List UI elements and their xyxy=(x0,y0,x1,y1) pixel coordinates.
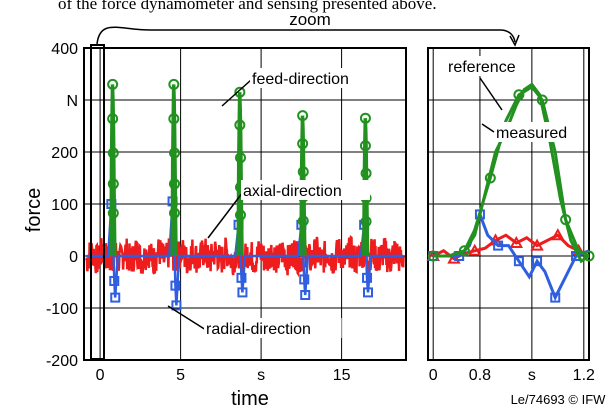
feed-direction-label: feed-direction xyxy=(252,71,349,88)
zoom-reference-series xyxy=(433,85,590,258)
radial-direction-leader xyxy=(167,305,207,331)
main-x-tick-label: 5 xyxy=(176,367,185,384)
feed-direction-marker xyxy=(107,78,119,90)
radial-direction-label: radial-direction xyxy=(206,321,311,338)
feed-direction-label-bg xyxy=(250,68,371,88)
zoom-measured-series xyxy=(433,82,590,264)
feed-direction-leader xyxy=(221,79,252,107)
main-y-tick-label: -100 xyxy=(46,301,78,318)
zoom-x-tick-label: 1.2 xyxy=(573,367,595,384)
zoom-label: zoom xyxy=(289,10,331,29)
main-y-axis-label: force xyxy=(23,188,45,232)
measured-leader xyxy=(481,123,495,133)
reference-leader xyxy=(479,77,503,111)
feed-direction-pulse xyxy=(109,84,117,257)
axial-direction-label-bg xyxy=(241,180,370,200)
feed-direction-marker xyxy=(360,167,372,179)
feed-direction-marker xyxy=(107,147,119,159)
feed-direction-marker xyxy=(234,209,246,221)
main-plot-frame xyxy=(83,47,407,361)
feed-direction-marker xyxy=(360,216,372,228)
main-y-tick-label: -200 xyxy=(46,353,78,370)
main-y-tick-label: 200 xyxy=(51,145,78,162)
feed-direction-marker xyxy=(234,119,246,131)
radial-direction-label-bg xyxy=(204,318,342,338)
measured-label-bg xyxy=(494,122,563,142)
main-chart: -200 -100 0 100 200 N 400 0 5 s 15 time force feed-di… xyxy=(23,41,407,410)
zoom-x-tick-label: 0 xyxy=(429,367,438,384)
zoom-axial-marker xyxy=(551,228,565,241)
feed-direction-marker xyxy=(234,152,246,164)
zoom-axial-marker xyxy=(447,251,461,264)
feed-direction-marker xyxy=(359,140,371,152)
main-y-tick-label: N xyxy=(66,93,78,110)
feed-direction-marker xyxy=(297,138,309,150)
reference-label-bg xyxy=(446,56,524,76)
feed-direction-marker xyxy=(168,78,180,90)
zoom-radial-marker xyxy=(532,256,543,267)
feed-direction-marker xyxy=(297,110,309,122)
zoom-arrow-head xyxy=(509,34,520,47)
main-x-tick-label: 0 xyxy=(96,367,105,384)
overlay xyxy=(96,26,520,47)
main-y-tick-label: 0 xyxy=(69,249,78,266)
feed-direction-marker xyxy=(168,178,180,190)
zoom-window-marker xyxy=(90,44,105,360)
main-x-tick-label: s xyxy=(257,367,265,384)
zoom-chart: 0 0.8 s 1.2 reference measured xyxy=(426,47,595,384)
feed-direction-marker xyxy=(107,207,119,219)
feed-direction-marker xyxy=(297,166,309,178)
feed-direction-marker xyxy=(359,112,371,124)
feed-direction-marker xyxy=(107,113,119,125)
feed-direction-marker xyxy=(297,215,309,227)
zoom-axial-marker xyxy=(530,238,544,251)
main-y-tick-label: 400 xyxy=(51,41,78,58)
zoom-arrow-line xyxy=(96,26,516,45)
feed-direction-marker xyxy=(168,113,180,125)
feed-direction-marker xyxy=(234,86,246,98)
reference-label: reference xyxy=(448,59,516,76)
zoom-x-tick-label: 0.8 xyxy=(469,367,491,384)
feed-direction-pulse xyxy=(170,84,178,257)
zoom-radial-marker xyxy=(493,240,504,251)
footer-label: Le/74693 © IFW xyxy=(511,392,607,407)
caption-fragment: of the force dynamometer and sensing pre… xyxy=(58,0,437,13)
zoom-plot-frame xyxy=(427,47,590,361)
measured-label: measured xyxy=(496,125,567,142)
zoom-reference-marker xyxy=(583,250,595,262)
feed-direction-marker xyxy=(168,147,180,159)
zoom-x-tick-label: s xyxy=(528,367,536,384)
main-x-axis-label: time xyxy=(231,388,269,410)
feed-direction-pulse xyxy=(236,92,244,257)
main-y-tick-label: 100 xyxy=(51,197,78,214)
zoom-axial-marker xyxy=(468,243,482,256)
zoom-radial-marker xyxy=(550,292,561,303)
zoom-axial-marker xyxy=(509,235,523,248)
zoom-radial-marker xyxy=(513,256,524,267)
axial-direction-leader xyxy=(207,191,244,239)
axial-direction-label: axial-direction xyxy=(243,183,342,200)
feed-direction-marker xyxy=(107,178,119,190)
main-x-tick-label: 15 xyxy=(333,367,351,384)
feed-direction-marker xyxy=(168,207,180,219)
